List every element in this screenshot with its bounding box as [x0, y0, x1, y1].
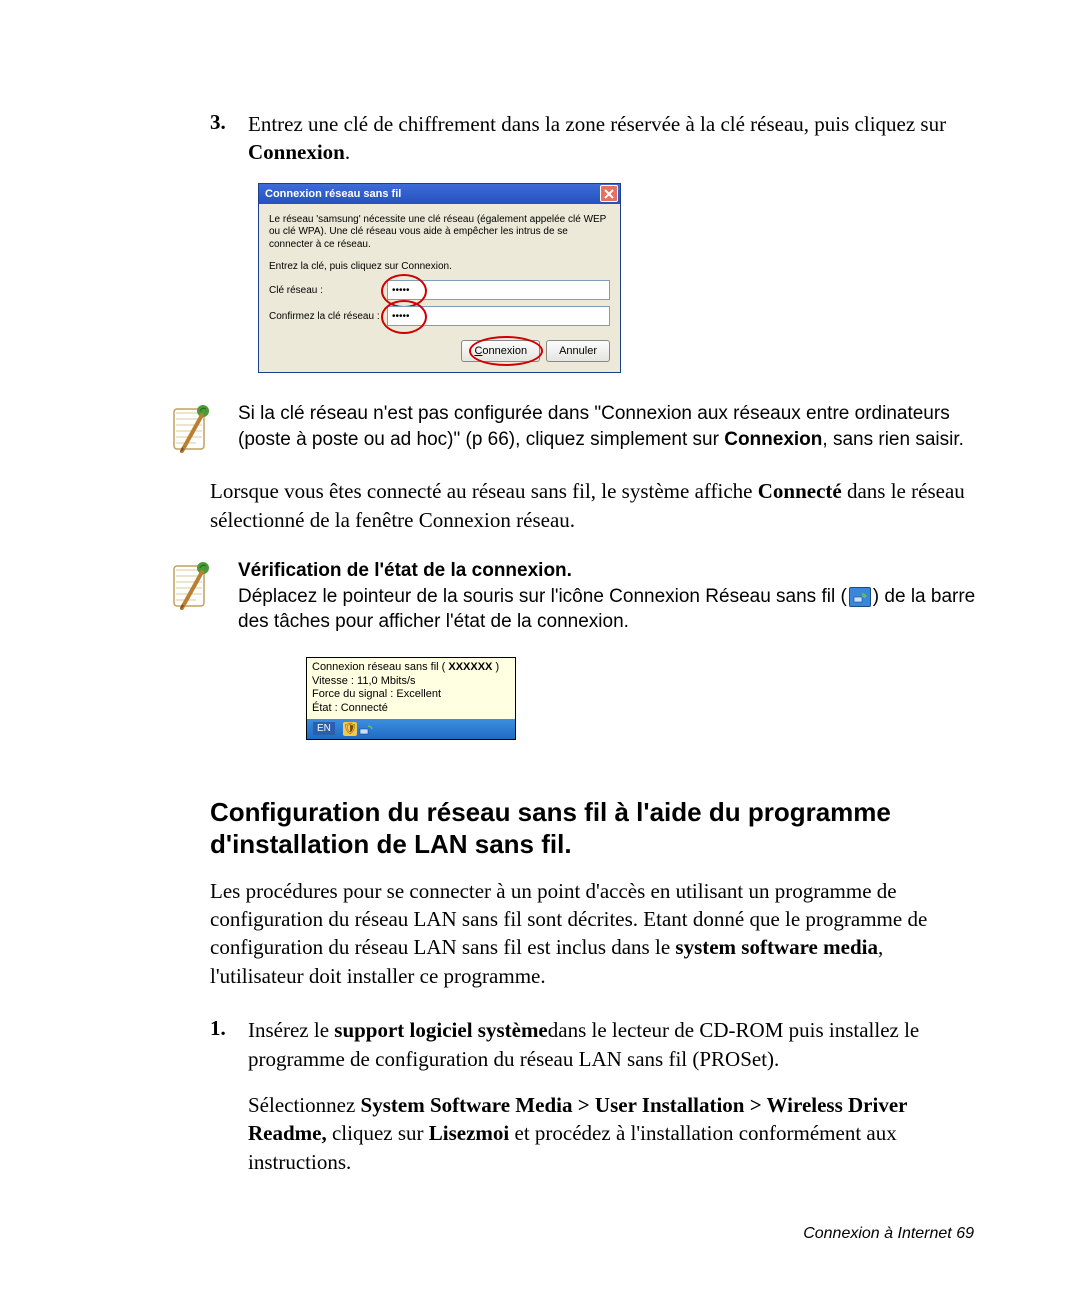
note2-heading: Vérification de l'état de la connexion.	[238, 558, 980, 584]
para1-bold: Connecté	[758, 479, 842, 503]
s1p2-mid: cliquez sur	[327, 1121, 429, 1145]
dialog-description: Le réseau 'samsung' nécessite une clé ré…	[269, 214, 610, 252]
step3-text-b: .	[345, 140, 350, 164]
paragraph-connected: Lorsque vous êtes connecté au réseau san…	[210, 477, 980, 534]
note-2-text: Vérification de l'état de la connexion. …	[238, 558, 980, 635]
connect-button[interactable]: Connexion	[461, 340, 540, 362]
para2-bold: system software media	[675, 935, 878, 959]
network-key-row: Clé réseau : •••••	[269, 280, 610, 300]
confirm-key-label: Confirmez la clé réseau :	[269, 311, 387, 322]
wifi-tray-icon-small[interactable]	[359, 722, 373, 736]
step-1: 1. Insérez le support logiciel systèmeda…	[210, 1016, 980, 1176]
document-page: 3. Entrez une clé de chiffrement dans la…	[0, 0, 1080, 1309]
network-key-input[interactable]: •••••	[387, 280, 610, 300]
section-heading: Configuration du réseau sans fil à l'aid…	[210, 796, 980, 861]
step3-text-a: Entrez une clé de chiffrement dans la zo…	[248, 112, 946, 136]
shield-icon[interactable]: 🛡	[343, 722, 357, 736]
tooltip-state: État : Connecté	[312, 702, 510, 716]
s1p2-a: Sélectionnez	[248, 1093, 361, 1117]
note-1-text: Si la clé réseau n'est pas configurée da…	[238, 401, 980, 452]
note-icon-2	[170, 560, 212, 612]
close-icon[interactable]	[600, 185, 618, 202]
confirm-key-value: •••••	[392, 311, 410, 322]
wifi-tray-icon	[849, 587, 871, 607]
s1p1-a: Insérez le	[248, 1018, 334, 1042]
note1-bold: Connexion	[724, 429, 822, 450]
dialog-instruction: Entrez la clé, puis cliquez sur Connexio…	[269, 261, 610, 272]
note2-a: Déplacez le pointeur de la souris sur l'…	[238, 586, 847, 607]
network-key-value: •••••	[392, 285, 410, 296]
page-footer: Connexion à Internet 69	[803, 1225, 974, 1243]
confirm-key-input[interactable]: •••••	[387, 306, 610, 326]
s1p2-bold2: Lisezmoi	[429, 1121, 509, 1145]
tooltip-signal: Force du signal : Excellent	[312, 688, 510, 702]
tooltip-content: Connexion réseau sans fil ( XXXXXX ) Vit…	[307, 658, 515, 719]
step-1-body: Insérez le support logiciel systèmedans …	[248, 1016, 980, 1176]
language-indicator[interactable]: EN	[313, 722, 335, 735]
tooltip-ssid: XXXXXX	[448, 661, 492, 673]
note1-b: , sans rien saisir.	[822, 429, 964, 450]
step-number: 3.	[210, 110, 230, 167]
para1-a: Lorsque vous êtes connecté au réseau san…	[210, 479, 758, 503]
step1-p2: Sélectionnez System Software Media > Use…	[248, 1091, 980, 1176]
tooltip-screenshot: Connexion réseau sans fil ( XXXXXX ) Vit…	[306, 657, 516, 740]
step1-p1: Insérez le support logiciel systèmedans …	[248, 1016, 980, 1073]
cancel-button[interactable]: Annuler	[546, 340, 610, 362]
tooltip-line1: Connexion réseau sans fil ( XXXXXX )	[312, 661, 510, 675]
step-1-number: 1.	[210, 1016, 230, 1176]
dialog-title: Connexion réseau sans fil	[265, 188, 401, 200]
tooltip-speed: Vitesse : 11,0 Mbits/s	[312, 675, 510, 689]
step-body: Entrez une clé de chiffrement dans la zo…	[248, 110, 980, 167]
note-icon	[170, 403, 212, 455]
note-1: Si la clé réseau n'est pas configurée da…	[170, 401, 980, 455]
network-key-label: Clé réseau :	[269, 285, 387, 296]
taskbar-strip: EN 🛡	[307, 719, 515, 739]
tooltip-line1-c: )	[492, 661, 499, 673]
note-2: Vérification de l'état de la connexion. …	[170, 558, 980, 635]
step-3: 3. Entrez une clé de chiffrement dans la…	[210, 110, 980, 167]
tray-icons: 🛡	[343, 722, 373, 736]
tooltip-line1-a: Connexion réseau sans fil (	[312, 661, 448, 673]
paragraph-lan-config: Les procédures pour se connecter à un po…	[210, 877, 980, 990]
dialog-body: Le réseau 'samsung' nécessite une clé ré…	[259, 204, 620, 373]
dialog-button-row: Connexion Annuler	[269, 340, 610, 362]
wireless-dialog-screenshot: Connexion réseau sans fil Le réseau 'sam…	[258, 183, 621, 374]
dialog-titlebar: Connexion réseau sans fil	[259, 184, 620, 204]
step3-text-bold: Connexion	[248, 140, 345, 164]
confirm-key-row: Confirmez la clé réseau : •••••	[269, 306, 610, 326]
s1p1-bold: support logiciel système	[334, 1018, 547, 1042]
